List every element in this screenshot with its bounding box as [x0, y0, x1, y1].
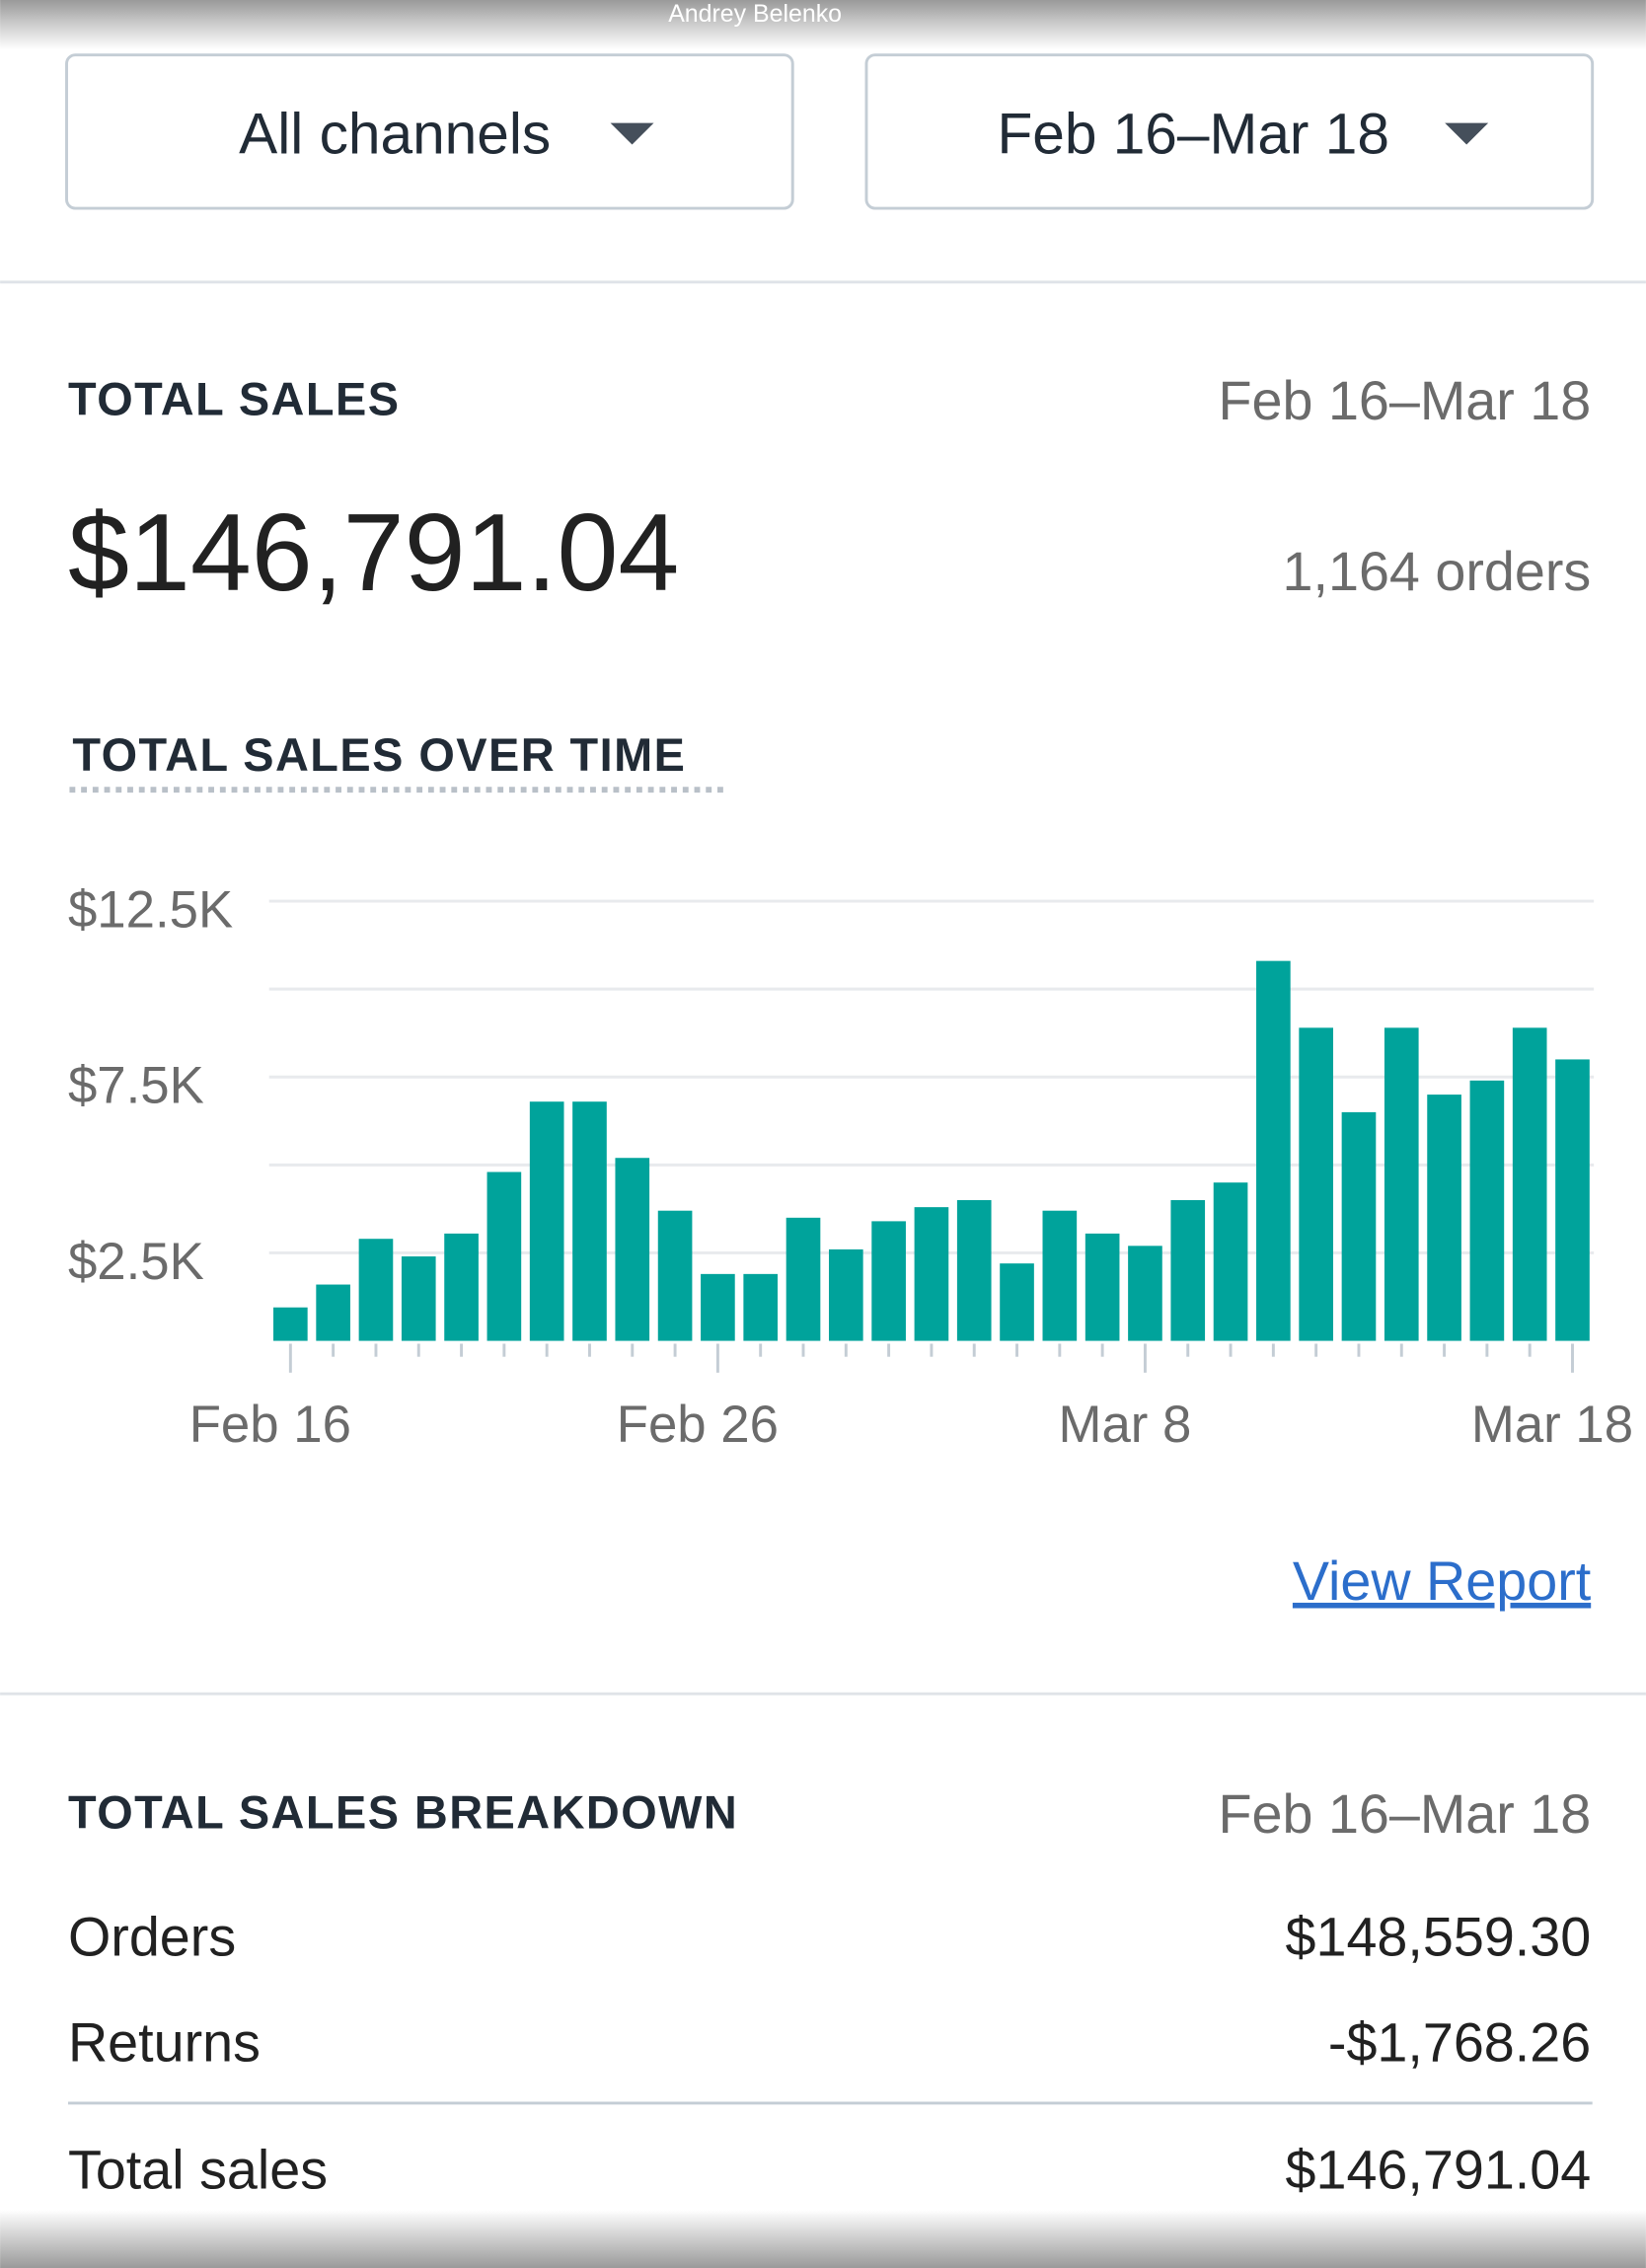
bar [956, 1200, 992, 1341]
total-value: $146,791.04 [68, 491, 679, 614]
bar [743, 1273, 779, 1341]
bar [1128, 1246, 1162, 1341]
bar [1256, 960, 1291, 1341]
dropdown-label[interactable]: Feb 16–Mar 18 [997, 102, 1388, 166]
view-report-link[interactable]: View Report [1293, 1550, 1592, 1612]
row-value: $146,791.04 [1286, 2139, 1592, 2200]
x-tick-label: Mar 8 [1059, 1396, 1192, 1454]
top-shade [0, 0, 1646, 49]
bar [444, 1233, 479, 1341]
row-value: $148,559.30 [1286, 1906, 1592, 1967]
bar [786, 1217, 821, 1341]
bar [1555, 1059, 1590, 1341]
order-count: 1,164 orders [1283, 541, 1592, 602]
bar [914, 1207, 949, 1341]
bar [358, 1239, 394, 1341]
x-tick-label: Mar 18 [1471, 1396, 1633, 1454]
dropdown-label[interactable]: All channels [239, 102, 551, 166]
y-tick-label: $7.5K [68, 1057, 204, 1115]
bar [401, 1256, 436, 1341]
bar [529, 1101, 564, 1341]
bar [1341, 1111, 1377, 1341]
bar [871, 1221, 906, 1341]
bar [1042, 1210, 1078, 1341]
bar [615, 1158, 650, 1341]
x-tick-label: Feb 26 [617, 1396, 779, 1454]
dropdown-arrow[interactable] [1445, 122, 1489, 145]
bar [1299, 1027, 1333, 1341]
bar [1469, 1080, 1505, 1341]
date-range: Feb 16–Mar 18 [1219, 370, 1592, 431]
dropdown-box[interactable] [864, 53, 1595, 210]
bar [1170, 1200, 1206, 1341]
bar [701, 1273, 735, 1341]
bar [316, 1284, 350, 1341]
bar [486, 1172, 522, 1341]
chart-title: TOTAL SALES OVER TIME [72, 729, 686, 781]
bar [572, 1101, 607, 1341]
chart: $2.5K $7.5K $12.5K Feb 16 Feb 26 Mar 8 Mar 18 [68, 880, 1633, 1454]
bar [1384, 1027, 1419, 1341]
row-label: Orders [68, 1906, 236, 1967]
bar [1427, 1095, 1461, 1341]
bar [1000, 1263, 1034, 1341]
row-label: Total sales [68, 2139, 328, 2200]
x-tick-label: Feb 16 [189, 1396, 351, 1454]
bar [1512, 1027, 1547, 1341]
dropdown-box[interactable] [65, 53, 794, 210]
bar [1213, 1182, 1248, 1341]
row-value: -$1,768.26 [1328, 2011, 1591, 2073]
row-label: Returns [68, 2011, 261, 2073]
date-dropdown[interactable]: Feb 16–Mar 18 [864, 53, 1595, 210]
bar [273, 1307, 308, 1341]
bar [657, 1210, 693, 1341]
date-range: Feb 16–Mar 18 [1219, 1783, 1592, 1845]
channel-dropdown[interactable]: All channels [65, 53, 794, 210]
bar [828, 1248, 863, 1341]
watermark: Andrey Belenko [668, 0, 842, 28]
y-tick-label: $12.5K [68, 880, 233, 939]
dropdown-arrow[interactable] [610, 122, 654, 145]
bar [1085, 1233, 1120, 1341]
y-tick-label: $2.5K [68, 1233, 204, 1291]
bottom-shade [0, 2210, 1646, 2268]
section-title: TOTAL SALES BREAKDOWN [68, 1786, 738, 1838]
section-title: TOTAL SALES [68, 374, 400, 425]
